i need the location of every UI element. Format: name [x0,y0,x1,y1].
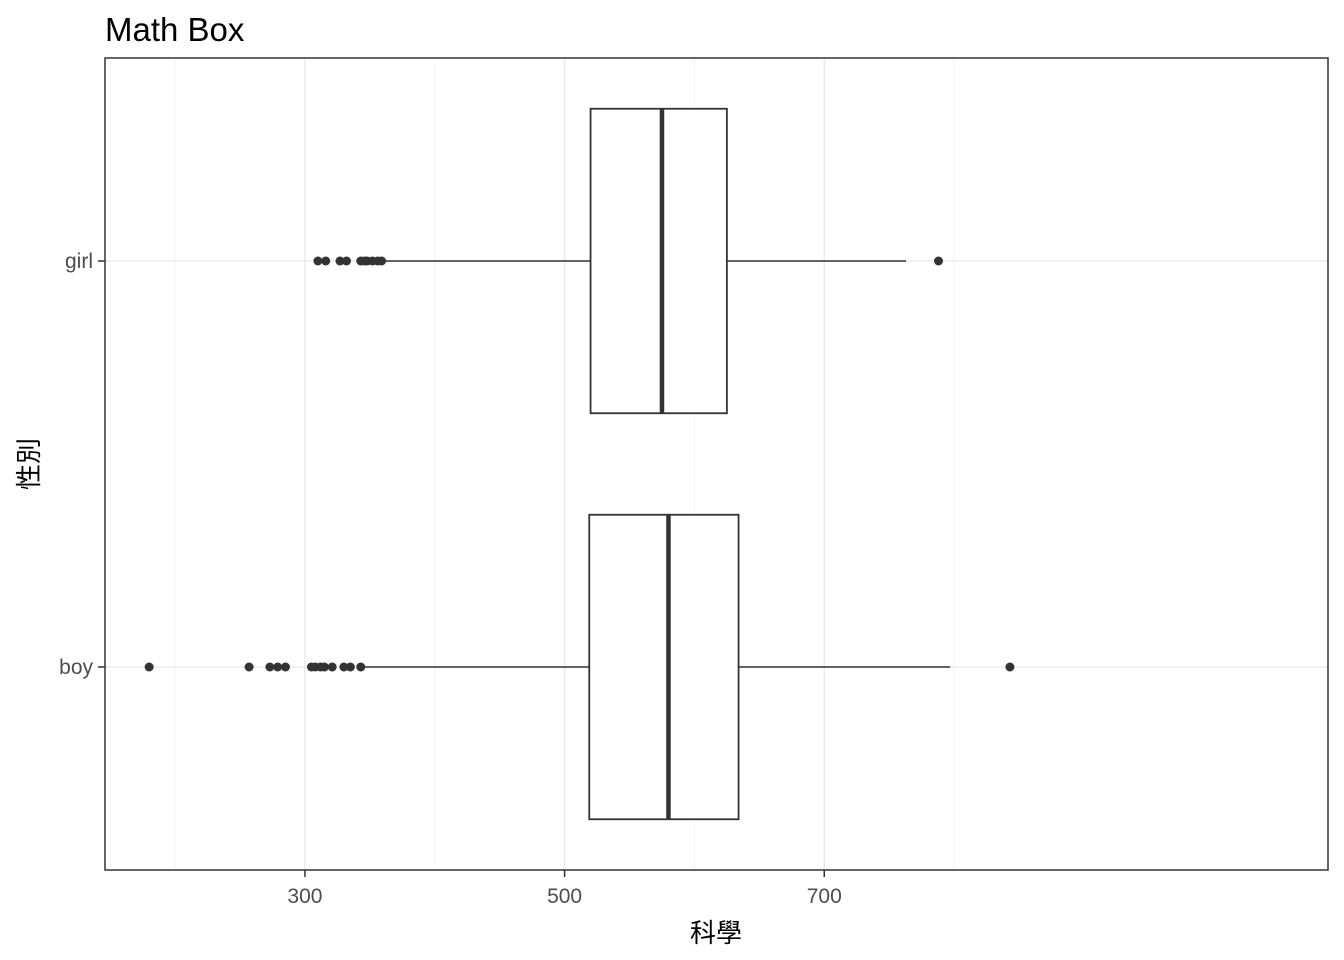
outlier-girl-2 [335,256,345,266]
y-axis-title: 性別 [15,438,45,490]
iqr-box-girl [589,107,728,415]
outlier-boy-9 [327,662,337,672]
outlier-girl-9 [377,256,387,266]
y-tick-label-girl: girl [65,250,93,273]
outlier-girl-0 [313,256,323,266]
outlier-boy-8 [319,662,329,672]
x-tick-label-700: 700 [807,885,842,908]
boxes [144,107,1015,821]
plot-panel-border [104,57,1329,871]
outlier-boy-13 [1005,662,1015,672]
box-girl [313,107,944,415]
x-tick-label-500: 500 [547,885,582,908]
outlier-boy-2 [265,662,275,672]
outlier-boy-12 [356,662,366,672]
axis-ticks: 300 500 700 boy girl [59,250,842,908]
outlier-boy-10 [339,662,349,672]
y-tick-label-boy: boy [59,656,93,679]
box-boy [144,513,1015,821]
x-tick-label-300: 300 [287,885,322,908]
outlier-boy-0 [144,662,154,672]
outlier-boy-11 [345,662,355,672]
outlier-boy-1 [244,662,254,672]
iqr-box-boy [588,513,740,821]
outlier-boy-3 [273,662,283,672]
x-axis-title: 科學 [690,919,742,949]
outlier-girl-3 [341,256,351,266]
outlier-girl-1 [321,256,331,266]
outlier-boy-4 [280,662,290,672]
chart-title: Math Box [105,11,245,48]
outlier-girl-10 [934,256,944,266]
